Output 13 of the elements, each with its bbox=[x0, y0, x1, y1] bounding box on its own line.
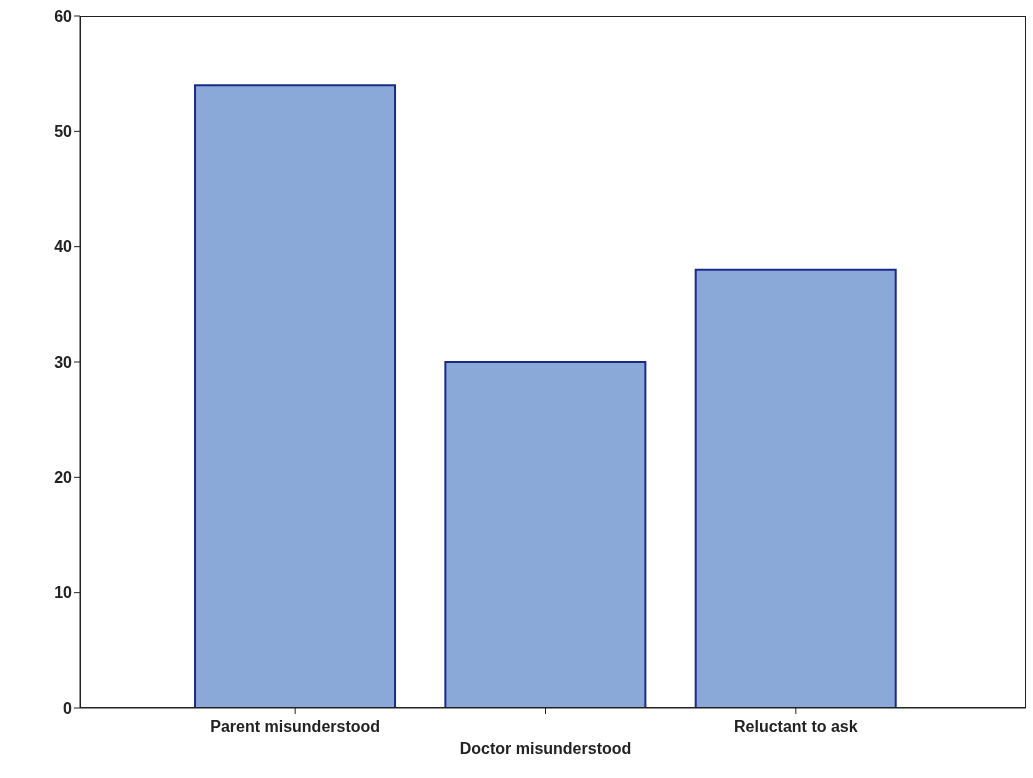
y-tick-label: 20 bbox=[54, 469, 73, 487]
y-tick-label: 10 bbox=[54, 584, 73, 602]
bar bbox=[444, 361, 647, 708]
y-tick-label: 50 bbox=[54, 123, 73, 141]
y-tick-label: 0 bbox=[63, 699, 73, 717]
bar bbox=[194, 84, 397, 708]
x-tick-label: Parent misunderstood bbox=[210, 718, 381, 735]
x-tick-label: Doctor misunderstood bbox=[459, 740, 632, 757]
y-tick-label: 30 bbox=[54, 353, 73, 371]
y-tick-label: 40 bbox=[54, 238, 73, 256]
x-tick-label: Reluctant to ask bbox=[734, 718, 858, 735]
y-tick-label: 60 bbox=[54, 7, 73, 25]
bar bbox=[694, 268, 897, 708]
